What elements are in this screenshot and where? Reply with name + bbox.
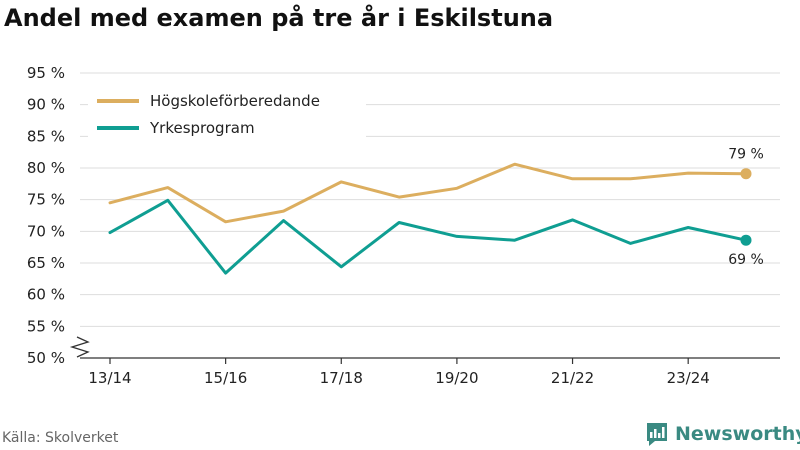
y-tick-label: 85 %	[27, 127, 65, 145]
legend-box	[88, 82, 366, 144]
x-axis	[69, 336, 780, 359]
y-tick-label: 55 %	[27, 317, 65, 335]
series-end-label-0: 79 %	[728, 147, 764, 163]
x-tick-label: 21/22	[551, 369, 594, 387]
series-line-1	[108, 198, 748, 275]
brand-name: Newsworthy	[675, 423, 800, 445]
legend: Högskoleförberedande Yrkesprogram	[88, 82, 366, 144]
x-axis-ticks: 13/14 15/16 17/18 19/20 21/22 23/24	[88, 358, 710, 387]
y-tick-label: 65 %	[27, 254, 65, 272]
x-tick-label: 13/14	[88, 369, 131, 387]
y-tick-label: 80 %	[27, 159, 65, 177]
newsworthy-logo-icon	[647, 423, 667, 446]
x-tick-label: 15/16	[204, 369, 247, 387]
chart-title: Andel med examen på tre år i Eskilstuna	[4, 4, 554, 32]
x-tick-label: 17/18	[320, 369, 363, 387]
x-tick-label: 23/24	[667, 369, 710, 387]
series-end-point-1	[740, 234, 752, 246]
y-axis-ticks: 95 % 90 % 85 % 80 % 75 % 70 % 65 % 60 % 55 % 50 %	[27, 64, 65, 367]
y-tick-label: 75 %	[27, 191, 65, 209]
y-tick-label: 95 %	[27, 64, 65, 82]
axis-break-icon	[69, 336, 90, 358]
series-end-label-1: 69 %	[728, 252, 764, 268]
legend-label: Yrkesprogram	[149, 119, 255, 137]
series-line-0	[108, 162, 748, 224]
series-lines: 79 % 69 %	[108, 147, 764, 275]
y-tick-label: 60 %	[27, 286, 65, 304]
y-tick-label: 50 %	[27, 349, 65, 367]
source-note: Källa: Skolverket	[2, 430, 119, 446]
x-tick-label: 19/20	[435, 369, 478, 387]
series-end-point-0	[740, 168, 752, 180]
legend-label: Högskoleförberedande	[150, 92, 320, 110]
newsworthy-logo[interactable]: Newsworthy	[645, 421, 800, 447]
y-tick-label: 90 %	[27, 96, 65, 114]
y-tick-label: 70 %	[27, 222, 65, 240]
